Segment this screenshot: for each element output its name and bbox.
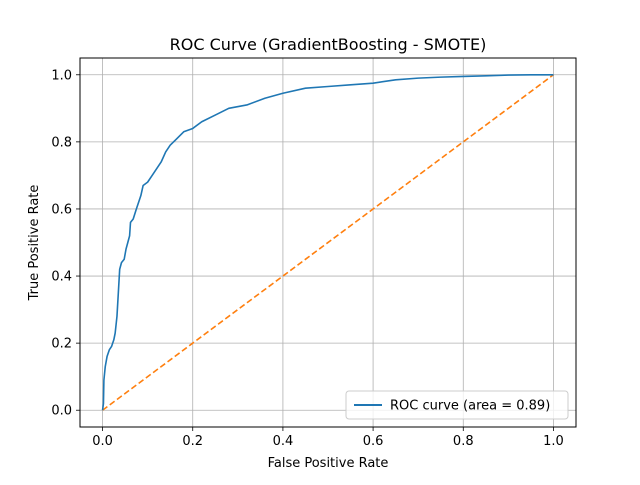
y-tick-label: 0.4: [51, 270, 72, 285]
x-tick-label: 0.8: [453, 434, 474, 449]
x-tick-label: 1.0: [543, 434, 564, 449]
series-layer: [101, 73, 554, 411]
plot-frame: [79, 57, 577, 428]
roc-curve-line: [101, 73, 554, 411]
x-tick-label: 0.0: [92, 434, 113, 449]
y-tick-label: 0.6: [51, 202, 72, 217]
legend: ROC curve (area = 0.89): [345, 390, 569, 420]
x-tick-label: 0.6: [363, 434, 384, 449]
y-tick-label: 1.0: [51, 68, 72, 83]
y-tick-label: 0.0: [51, 404, 72, 419]
x-tick-label: 0.4: [273, 434, 294, 449]
y-tick-label: 0.2: [51, 337, 72, 352]
legend-label: ROC curve (area = 0.89): [390, 399, 550, 414]
ticks-layer: 0.0 0.2 0.4 0.6 0.8 1.0 0.0 0.2 0.4 0.6 0.8 1.0: [51, 68, 563, 449]
y-tick-label: 0.8: [51, 135, 72, 150]
x-axis-label: False Positive Rate: [268, 456, 389, 471]
chance-diagonal-line: [102, 74, 554, 411]
x-tick-label: 0.2: [182, 434, 203, 449]
grid-layer: [80, 58, 576, 427]
legend-box: [345, 390, 569, 420]
chart-title: ROC Curve (GradientBoosting - SMOTE): [170, 35, 487, 54]
y-axis-label: True Positive Rate: [27, 185, 42, 302]
